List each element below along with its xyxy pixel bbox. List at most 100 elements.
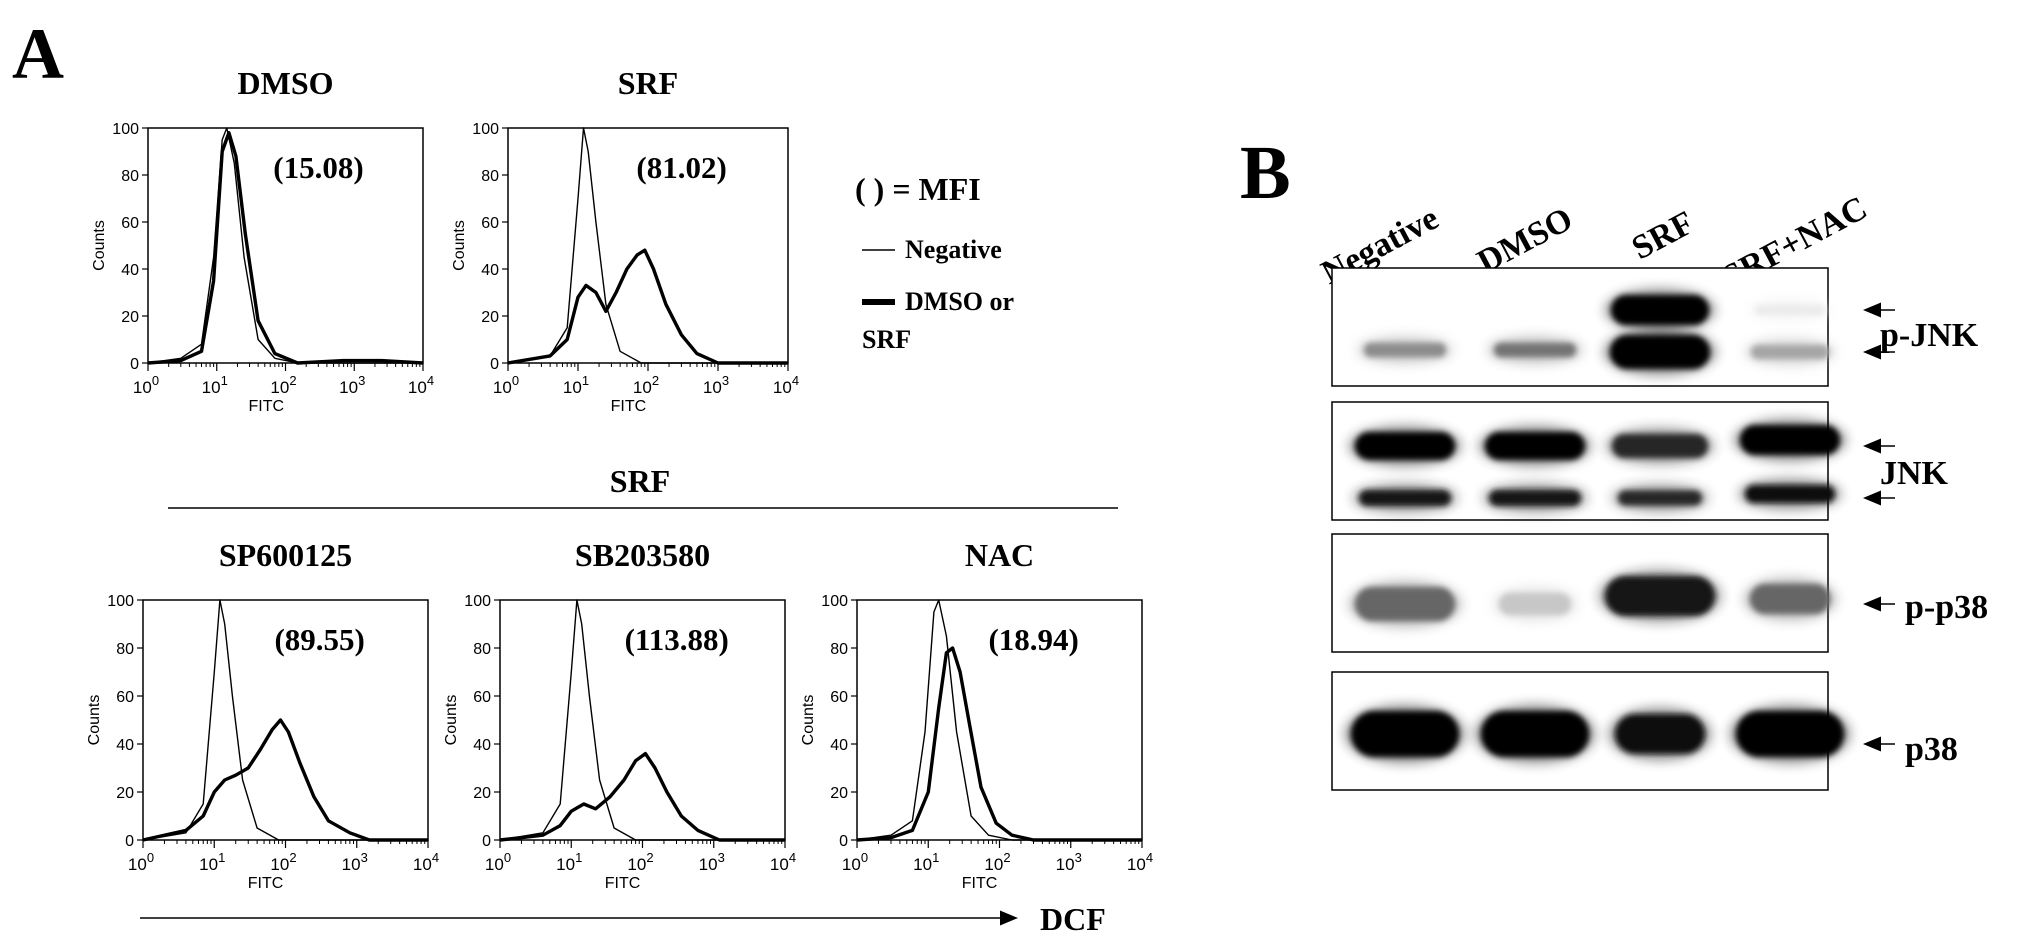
y-tick-label: 80 xyxy=(116,641,134,658)
y-tick-label: 40 xyxy=(121,262,139,279)
band xyxy=(1615,714,1705,754)
y-axis-label: Counts xyxy=(451,220,468,271)
histogram-plot: NAC (18.94) 0 20 40 60 80 100 Counts 100 101 102 103… xyxy=(800,537,1153,892)
blot-strip: JNK xyxy=(1331,401,1949,521)
y-tick-label: 20 xyxy=(481,309,499,326)
y-tick-label: 100 xyxy=(107,593,134,610)
x-tick-label: 100 xyxy=(133,373,159,397)
histogram-plot: SB203580 (113.88) 0 20 40 60 80 100 Counts 100 101… xyxy=(443,537,796,892)
y-axis-label: Counts xyxy=(91,220,108,271)
plot-title: SRF xyxy=(618,65,678,101)
band xyxy=(1489,490,1581,506)
mfi-value: (18.94) xyxy=(988,622,1078,657)
y-tick-label: 60 xyxy=(116,689,134,706)
y-tick-label: 100 xyxy=(112,121,139,138)
x-axis-label: FITC xyxy=(605,875,641,892)
band xyxy=(1494,343,1576,357)
y-tick-label: 20 xyxy=(121,309,139,326)
x-tick-label: 104 xyxy=(770,850,796,874)
band xyxy=(1750,584,1830,614)
band xyxy=(1351,711,1459,757)
y-tick-label: 100 xyxy=(821,593,848,610)
series-treated-line xyxy=(507,248,788,365)
y-axis-label: Counts xyxy=(443,695,460,746)
band xyxy=(1355,432,1455,460)
y-tick-label: 80 xyxy=(830,641,848,658)
band xyxy=(1755,305,1825,315)
y-tick-label: 0 xyxy=(482,833,491,850)
y-tick-label: 0 xyxy=(125,833,134,850)
plot-title: SB203580 xyxy=(575,537,710,573)
y-tick-label: 80 xyxy=(121,168,139,185)
y-tick-label: 60 xyxy=(473,689,491,706)
y-tick-label: 20 xyxy=(830,785,848,802)
x-tick-label: 100 xyxy=(493,373,519,397)
x-tick-label: 104 xyxy=(1127,850,1153,874)
x-tick-label: 102 xyxy=(270,373,296,397)
series-treated-line xyxy=(856,646,1142,842)
x-tick-label: 102 xyxy=(633,373,659,397)
blot-strip: p-JNK xyxy=(1331,267,1979,387)
x-tick-label: 100 xyxy=(485,850,511,874)
blot-label: p-JNK xyxy=(1880,317,1979,354)
blot-label: p-p38 xyxy=(1905,589,1988,626)
band xyxy=(1740,425,1840,455)
band xyxy=(1499,593,1571,615)
band xyxy=(1610,335,1710,369)
histogram-plot: SP600125 (89.55) 0 20 40 60 80 100 Counts 100 101 1… xyxy=(86,537,439,892)
mfi-value: (113.88) xyxy=(625,622,729,657)
y-tick-label: 0 xyxy=(490,356,499,373)
mfi-value: (81.02) xyxy=(636,150,726,185)
x-tick-label: 104 xyxy=(408,373,434,397)
x-axis-label: FITC xyxy=(248,398,284,415)
x-tick-label: 103 xyxy=(1056,850,1082,874)
band xyxy=(1745,485,1835,503)
y-tick-label: 0 xyxy=(839,833,848,850)
y-tick-label: 60 xyxy=(830,689,848,706)
y-axis-label: Counts xyxy=(86,695,103,746)
series-negative-line xyxy=(142,599,428,841)
x-tick-label: 102 xyxy=(984,850,1010,874)
x-tick-label: 104 xyxy=(413,850,439,874)
x-axis-label: FITC xyxy=(248,875,284,892)
panel-a-letter: A xyxy=(12,14,64,94)
y-tick-label: 40 xyxy=(473,737,491,754)
mfi-value: (15.08) xyxy=(273,150,363,185)
band xyxy=(1751,345,1829,359)
group-header-srf: SRF xyxy=(610,463,670,499)
y-tick-label: 40 xyxy=(830,737,848,754)
band xyxy=(1605,576,1715,616)
series-treated-line xyxy=(499,751,785,842)
series-treated-line xyxy=(142,718,428,842)
plot-title: NAC xyxy=(965,537,1034,573)
blot-label: JNK xyxy=(1880,455,1949,492)
band xyxy=(1612,434,1708,458)
x-tick-label: 103 xyxy=(703,373,729,397)
x-tick-label: 101 xyxy=(563,373,589,397)
y-tick-label: 20 xyxy=(116,785,134,802)
band xyxy=(1355,587,1455,621)
y-tick-label: 40 xyxy=(481,262,499,279)
blot-strip: p38 xyxy=(1331,671,1958,791)
plot-title: SP600125 xyxy=(219,537,352,573)
y-tick-label: 80 xyxy=(473,641,491,658)
x-axis-label: FITC xyxy=(611,398,647,415)
y-tick-label: 20 xyxy=(473,785,491,802)
y-tick-label: 60 xyxy=(481,215,499,232)
y-tick-label: 60 xyxy=(121,215,139,232)
dcf-label: DCF xyxy=(1040,901,1106,937)
x-tick-label: 103 xyxy=(342,850,368,874)
series-negative-line xyxy=(856,599,1142,841)
histogram-plot: SRF (81.02) 0 20 40 60 80 100 Counts 100 101 102 103… xyxy=(451,65,799,415)
band xyxy=(1736,711,1844,757)
plot-title: DMSO xyxy=(238,65,334,101)
series-negative-line xyxy=(507,127,788,364)
blot-frame xyxy=(1331,267,1829,387)
legend-treated-label-2: SRF xyxy=(862,325,911,354)
panel-a: A DMSO (15.08) 0 20 40 60 80 100 Counts 100 101 102… xyxy=(12,14,1153,937)
x-tick-label: 101 xyxy=(202,373,228,397)
panel-b: B Negative DMSO SRF SRF+NAC p-JNKJNKp-p38p3… xyxy=(1240,131,1988,791)
lane-label: SRF xyxy=(1626,204,1700,267)
x-tick-label: 101 xyxy=(913,850,939,874)
y-tick-label: 0 xyxy=(130,356,139,373)
